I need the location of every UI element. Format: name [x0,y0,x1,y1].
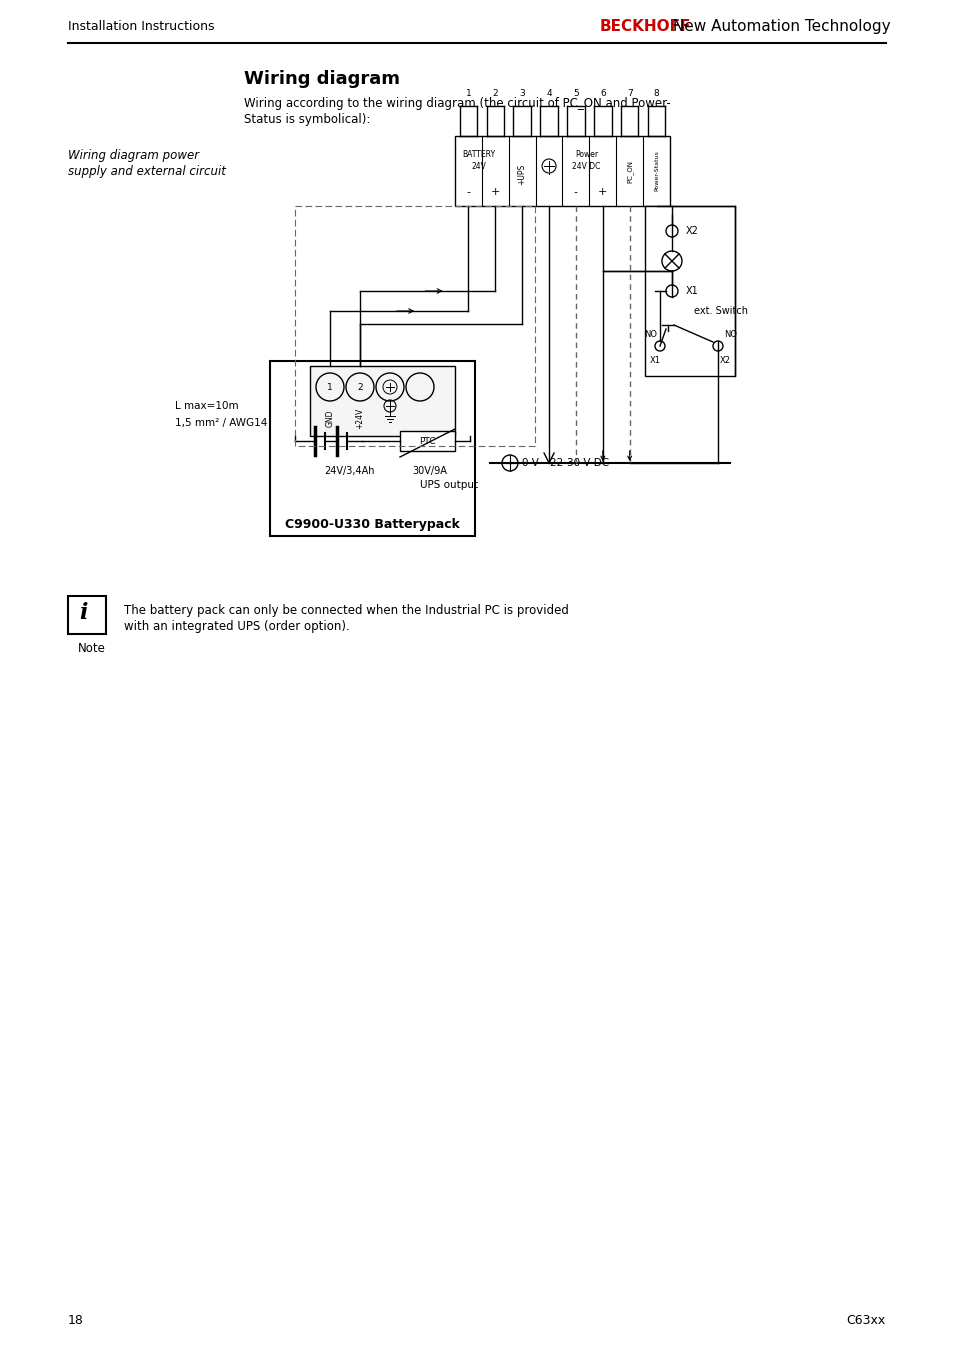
Text: The battery pack can only be connected when the Industrial PC is provided: The battery pack can only be connected w… [124,604,568,617]
Text: BECKHOFF: BECKHOFF [599,19,691,34]
Text: 1: 1 [465,89,471,99]
Text: 18: 18 [68,1315,84,1328]
Text: Status is symbolical):: Status is symbolical): [244,112,370,126]
Bar [310,366,455,436]
Text: C9900-U330 Batterypack: C9900-U330 Batterypack [285,517,459,531]
Text: +: + [490,186,499,197]
Text: X2: X2 [720,355,730,365]
Text: -: - [466,186,470,197]
Text: X2: X2 [685,226,699,236]
Text: GND: GND [325,409,335,427]
Text: UPS output: UPS output [419,480,477,490]
FancyBboxPatch shape [68,596,106,634]
Text: ext. Switch: ext. Switch [693,307,747,316]
Text: 30V/9A: 30V/9A [412,466,447,476]
Bar [399,431,455,451]
Text: L max=10m: L max=10m [174,401,238,411]
Text: NO: NO [723,330,737,339]
Text: Power-Status: Power-Status [654,150,659,192]
Text: 24V DC: 24V DC [572,162,600,172]
Text: 8: 8 [653,89,659,99]
Text: 0 V: 0 V [521,458,538,467]
Text: C63xx: C63xx [846,1315,885,1328]
Text: 4: 4 [546,89,551,99]
Text: PC_ON: PC_ON [625,159,633,182]
Text: 24V: 24V [471,162,486,172]
Text: NO: NO [643,330,657,339]
Text: with an integrated UPS (order option).: with an integrated UPS (order option). [124,620,350,634]
Text: +: + [598,186,607,197]
Text: +24V: +24V [355,408,364,428]
Text: 2: 2 [492,89,497,99]
Text: 7: 7 [626,89,632,99]
Text: 3: 3 [518,89,524,99]
Text: 2: 2 [356,382,362,392]
Text: 24V/3,4Ah: 24V/3,4Ah [324,466,375,476]
Text: +UPS: +UPS [517,163,526,185]
Text: 1: 1 [327,382,333,392]
Text: Wiring according to the wiring diagram (the circuit of PC_ON and Power-: Wiring according to the wiring diagram (… [244,96,670,109]
Text: X1: X1 [649,355,660,365]
Text: Wiring diagram: Wiring diagram [244,70,399,88]
Bar [644,205,734,376]
Text: Installation Instructions: Installation Instructions [68,19,214,32]
Text: -: - [574,186,578,197]
Text: New Automation Technology: New Automation Technology [667,19,890,34]
Text: 1,5 mm² / AWG14: 1,5 mm² / AWG14 [174,417,267,428]
Text: supply and external circuit: supply and external circuit [68,165,226,177]
Text: Power: Power [575,150,598,159]
Bar [270,361,475,536]
Text: 22-30 V DC: 22-30 V DC [550,458,608,467]
Bar [455,136,669,205]
Text: 5: 5 [573,89,578,99]
Text: i: i [80,603,88,624]
Text: 6: 6 [599,89,605,99]
Text: Wiring diagram power: Wiring diagram power [68,149,199,162]
Text: X1: X1 [685,286,698,296]
Text: Note: Note [78,642,106,655]
Text: BATTERY: BATTERY [462,150,496,159]
Text: PTC: PTC [418,436,436,446]
